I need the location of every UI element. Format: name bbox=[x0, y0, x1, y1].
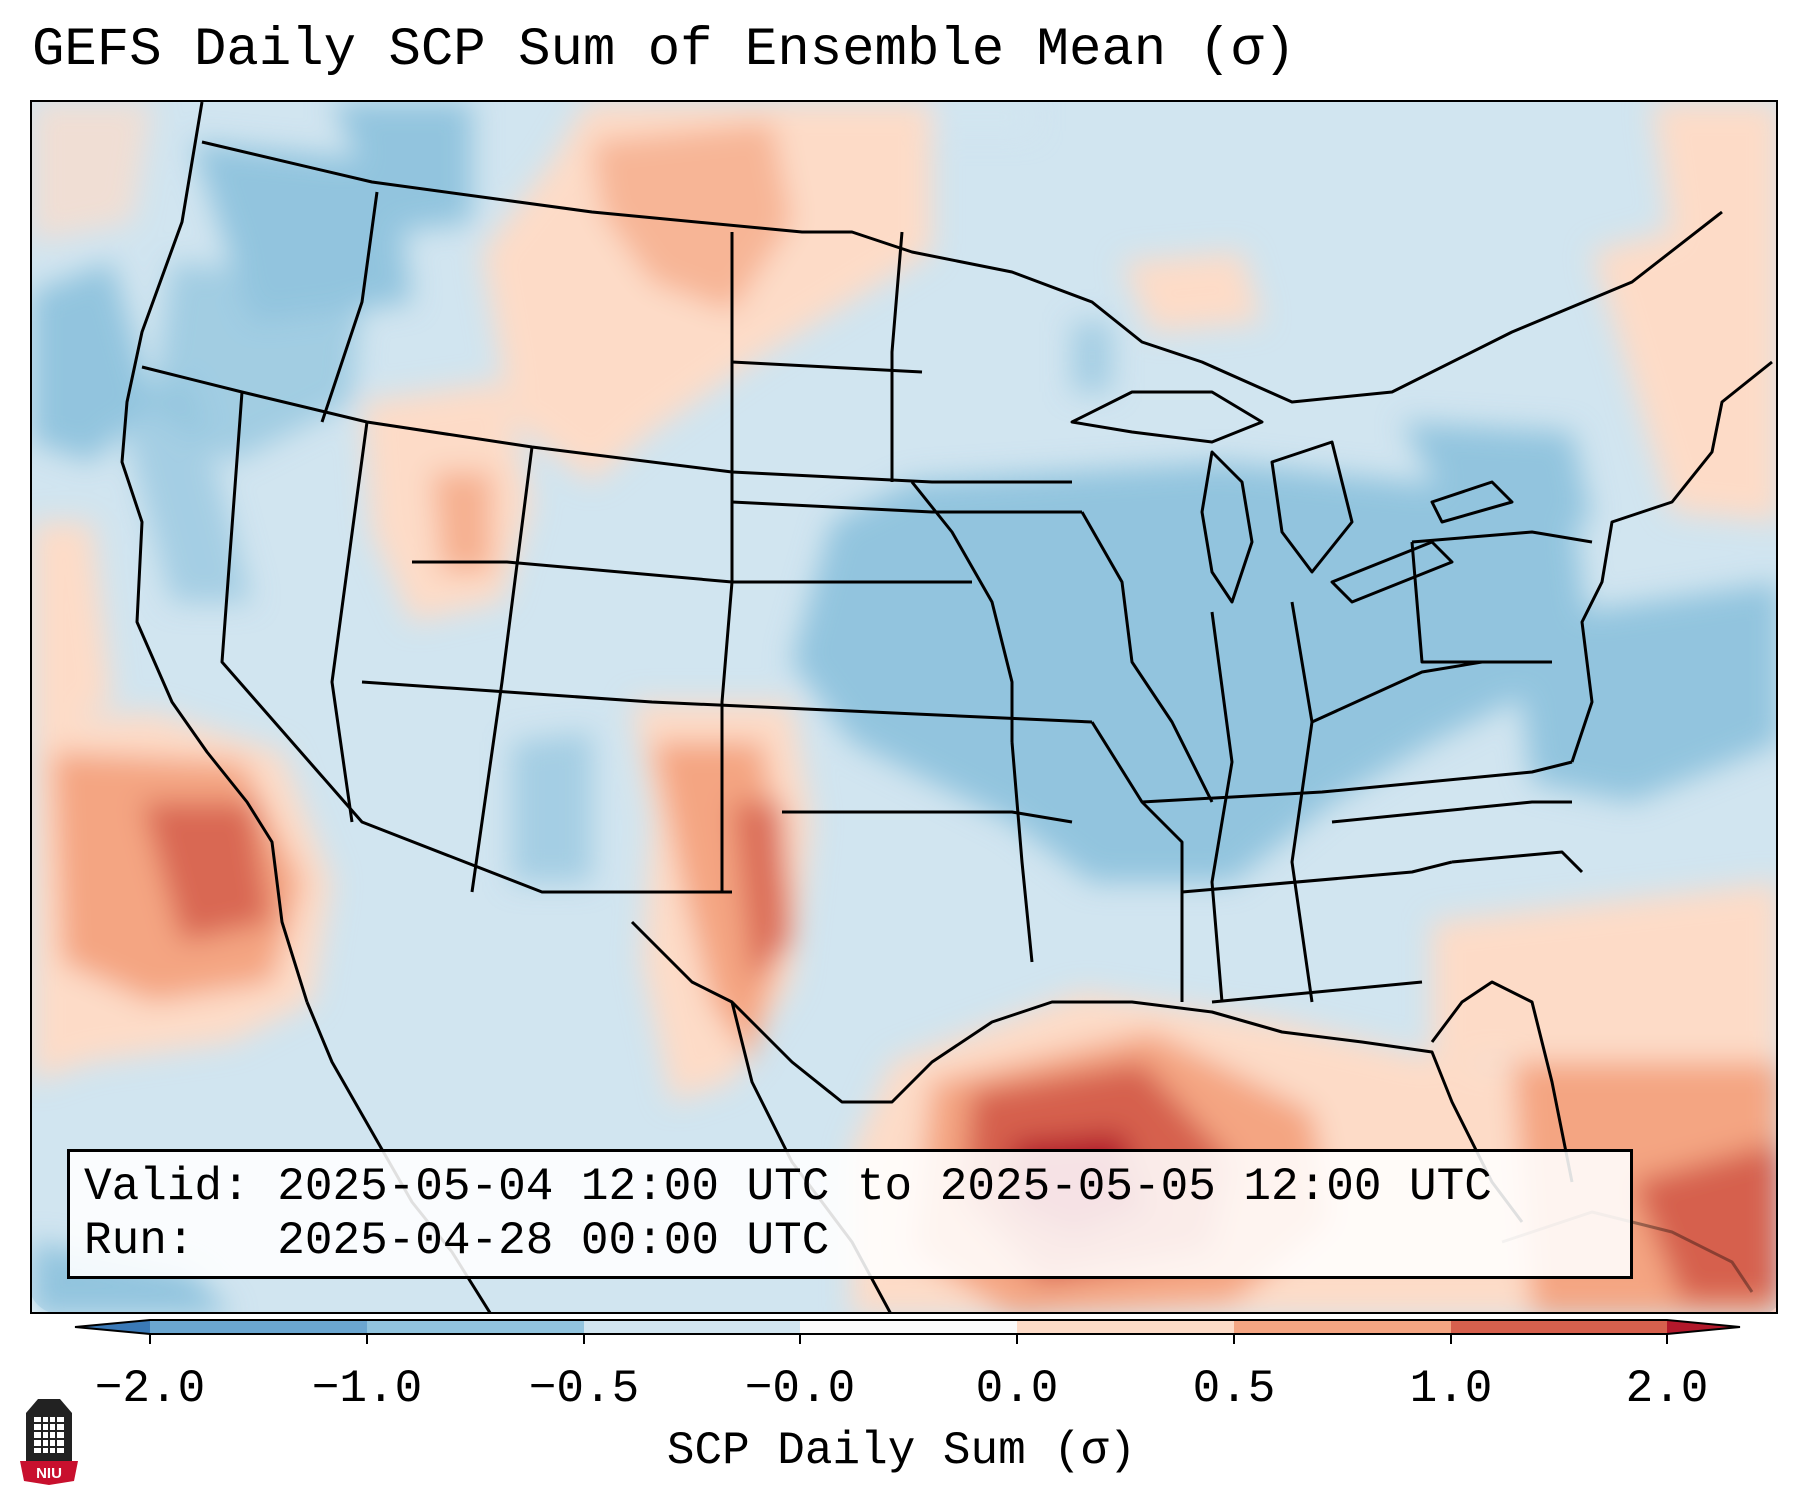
anomaly-region bbox=[32, 522, 112, 742]
state-line bbox=[220, 391, 732, 894]
colorbar-tick-label: −1.0 bbox=[311, 1363, 423, 1415]
state-line bbox=[1411, 530, 1593, 544]
colorbar-bin bbox=[1017, 1320, 1234, 1334]
state-line bbox=[731, 500, 1082, 514]
state-line bbox=[910, 481, 1014, 742]
valid-range: 2025-05-04 12:00 UTC to 2025-05-05 12:00… bbox=[277, 1161, 1492, 1213]
state-line bbox=[1331, 800, 1572, 824]
anomaly-region bbox=[142, 802, 272, 942]
colorbar-tick-label: −0.5 bbox=[528, 1363, 640, 1415]
coastline-west bbox=[120, 102, 309, 1003]
colorbar-tick-label: 0.0 bbox=[975, 1363, 1059, 1415]
state-line bbox=[1210, 611, 1234, 1003]
anomaly-region bbox=[1632, 1143, 1776, 1302]
logo-text: NIU bbox=[36, 1465, 62, 1482]
colorbar-tick-label: 1.0 bbox=[1409, 1363, 1493, 1415]
state-line bbox=[1181, 860, 1453, 894]
map-title: GEFS Daily SCP Sum of Ensemble Mean (σ) bbox=[32, 20, 1296, 81]
anomaly-region bbox=[1402, 422, 1592, 532]
canada-border bbox=[201, 140, 1723, 404]
anomaly-field-map bbox=[32, 102, 1776, 1312]
great-lake-ontario bbox=[1430, 480, 1514, 524]
colorbar-tick-label: −2.0 bbox=[94, 1363, 206, 1415]
anomaly-region bbox=[592, 122, 792, 312]
coastline-gulf bbox=[630, 920, 1524, 1223]
anomaly-region bbox=[732, 802, 792, 982]
state-line bbox=[1090, 721, 1184, 1002]
colorbar-bin bbox=[584, 1320, 800, 1334]
anomaly-region bbox=[1512, 922, 1592, 1002]
anomaly-region bbox=[932, 102, 1032, 132]
state-line bbox=[782, 810, 1073, 824]
great-lake-michigan bbox=[1200, 450, 1254, 604]
colorbar-bin bbox=[1451, 1320, 1667, 1334]
great-lake-huron bbox=[1270, 440, 1354, 574]
colorbar-bin bbox=[150, 1320, 367, 1334]
state-line bbox=[1080, 511, 1214, 803]
niu-logo-icon: NIU bbox=[20, 1399, 78, 1485]
coastline-east bbox=[1570, 360, 1773, 763]
state-line bbox=[320, 191, 379, 423]
anomaly-region bbox=[792, 462, 1592, 882]
state-line bbox=[1410, 541, 1552, 664]
anomaly-region bbox=[1122, 252, 1262, 332]
state-line bbox=[720, 232, 734, 892]
colorbar-tick-label: −0.0 bbox=[744, 1363, 856, 1415]
state-line bbox=[1010, 741, 1034, 963]
colorbar-bin bbox=[800, 1320, 1017, 1334]
state-line bbox=[361, 680, 1093, 724]
anomaly-region bbox=[1072, 322, 1112, 392]
state-line bbox=[1211, 980, 1423, 1004]
anomaly-region bbox=[1652, 102, 1776, 242]
state-line bbox=[1141, 760, 1573, 804]
coastline-florida bbox=[1430, 980, 1574, 1183]
colorbar-label: SCP Daily Sum (σ) bbox=[666, 1425, 1137, 1477]
valid-label: Valid: bbox=[84, 1161, 250, 1213]
great-lake-superior bbox=[1070, 390, 1264, 444]
run-label: Run: bbox=[84, 1215, 195, 1267]
colorbar-bin bbox=[367, 1320, 584, 1334]
anomaly-region bbox=[432, 472, 492, 572]
anomaly-region bbox=[512, 732, 592, 882]
anomaly-region bbox=[32, 102, 152, 242]
colorbar-tick-label: 0.5 bbox=[1192, 1363, 1276, 1415]
colorbar-bin bbox=[1234, 1320, 1451, 1334]
map-panel bbox=[30, 100, 1778, 1314]
colorbar-extend-low bbox=[75, 1320, 150, 1334]
great-lake-erie bbox=[1330, 540, 1454, 604]
colorbar-extend-high bbox=[1667, 1320, 1740, 1334]
state-line bbox=[330, 421, 369, 823]
run-time: 2025-04-28 00:00 UTC bbox=[277, 1215, 830, 1267]
anomaly-region bbox=[112, 382, 252, 602]
colorbar bbox=[74, 1319, 1741, 1344]
colorbar-tick-label: 2.0 bbox=[1625, 1363, 1709, 1415]
state-line bbox=[470, 446, 534, 893]
state-line bbox=[1311, 660, 1483, 724]
anomaly-region bbox=[1592, 203, 1776, 522]
valid-time-box: Valid: 2025-05-04 12:00 UTC to 2025-05-0… bbox=[67, 1149, 1633, 1279]
state-line bbox=[890, 231, 904, 482]
anomaly-region bbox=[332, 102, 472, 232]
anomaly-region bbox=[152, 262, 362, 462]
state-line bbox=[731, 360, 923, 374]
state-line bbox=[1451, 850, 1584, 874]
